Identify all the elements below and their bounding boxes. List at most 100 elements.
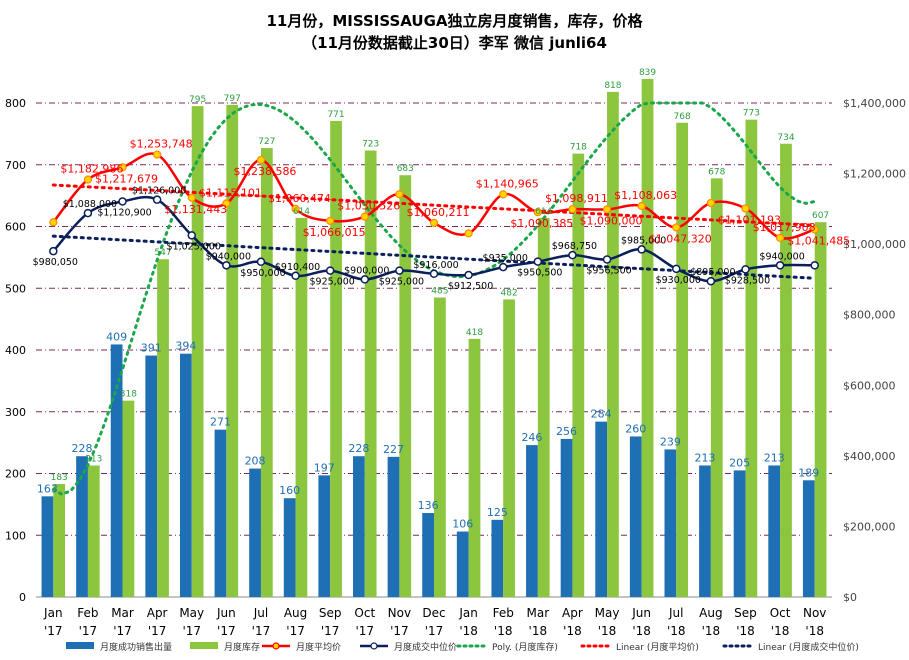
inventory-bar — [191, 106, 204, 598]
inventory-bar — [468, 338, 481, 597]
inventory-data-label: 797 — [224, 94, 241, 104]
sales-data-label: 163 — [37, 482, 58, 495]
median-price-data-label: $925,000 — [310, 277, 355, 288]
x-tick-label: '17 — [390, 624, 409, 638]
sales-bar — [699, 465, 711, 597]
sales-bar — [76, 456, 88, 597]
median-price-data-label: $950,500 — [517, 268, 562, 279]
sales-data-label: 239 — [660, 435, 681, 448]
avg-price-data-label: $1,017,908 — [753, 221, 816, 234]
avg-price-marker — [464, 229, 473, 238]
x-tick-label: Mar — [527, 606, 550, 620]
sales-data-label: 409 — [106, 330, 127, 343]
x-tick-label: Aug — [284, 606, 307, 620]
legend-item: 月度成交中位价 — [360, 641, 457, 653]
sales-data-label: 228 — [72, 442, 93, 455]
y-left-tick-label: 0 — [19, 591, 26, 604]
inventory-data-label: 482 — [501, 288, 518, 298]
x-tick-label: '18 — [736, 624, 755, 638]
legend-label: Linear (月度成交中位价) — [758, 641, 859, 653]
median-price-data-label: $912,500 — [448, 281, 493, 292]
y-left-tick-label: 700 — [5, 159, 26, 172]
x-tick-label: '18 — [667, 624, 686, 638]
avg-price-marker — [256, 155, 266, 165]
sales-data-label: 136 — [418, 499, 439, 512]
legend-item: 月度库存 — [190, 641, 260, 653]
legend-item: Poly. (月度库存) — [456, 641, 558, 653]
y-left-tick-label: 500 — [5, 282, 26, 295]
x-tick-label: Feb — [77, 606, 98, 620]
x-tick-label: May — [179, 606, 204, 620]
inventory-bar — [537, 217, 550, 598]
median-price-marker — [152, 195, 162, 204]
inventory-bar — [260, 148, 273, 597]
x-tick-label: Dec — [422, 606, 445, 620]
avg-price-data-label: $1,253,748 — [130, 138, 193, 151]
median-price-marker — [498, 262, 508, 272]
inventory-data-label: 718 — [570, 143, 587, 153]
avg-price-data-label: $1,060,474 — [268, 192, 331, 205]
inventory-data-label: 734 — [777, 133, 794, 143]
avg-price-data-label: $1,115,101 — [199, 187, 262, 200]
avg-price-marker — [153, 150, 162, 159]
inventory-bar — [399, 175, 412, 597]
sales-data-label: 256 — [556, 425, 577, 438]
sales-data-label: 160 — [279, 484, 300, 497]
x-tick-label: '17 — [425, 624, 444, 638]
x-tick-label: Sep — [319, 606, 342, 620]
sales-data-label: 208 — [245, 455, 266, 468]
avg-price-data-label: $1,131,443 — [164, 203, 227, 216]
avg-price-marker — [568, 205, 577, 214]
x-tick-label: Apr — [147, 606, 168, 620]
x-tick-label: Jan — [43, 606, 63, 620]
inventory-data-label: 183 — [51, 473, 68, 483]
median-price-data-label: $935,000 — [483, 253, 528, 264]
sales-data-label: 271 — [210, 416, 231, 429]
median-price-marker — [602, 255, 612, 264]
inventory-bar — [157, 259, 169, 597]
y-left-tick-label: 800 — [5, 97, 26, 110]
y-left-tick-label: 100 — [5, 529, 26, 542]
sales-data-label: 391 — [141, 342, 162, 355]
avg-price-marker — [326, 216, 335, 225]
median-price-marker — [291, 271, 300, 281]
avg-price-marker — [187, 193, 196, 202]
avg-price-marker — [360, 212, 369, 221]
sales-data-label: 213 — [694, 451, 715, 464]
sales-data-label: 246 — [521, 431, 542, 444]
legend-item: 月度成功销售出量 — [66, 641, 172, 653]
median-price-data-label: $940,000 — [206, 251, 251, 262]
median-price-marker — [637, 245, 646, 254]
inventory-data-label: 418 — [466, 328, 483, 338]
inventory-bar — [330, 120, 342, 597]
avg-price-marker — [222, 199, 231, 208]
avg-price-data-label: $1,060,211 — [407, 206, 470, 219]
x-tick-label: '18 — [702, 624, 721, 638]
median-price-data-label: $910,400 — [275, 262, 320, 273]
x-tick-label: Apr — [562, 606, 583, 620]
legend-item: Linear (月度成交中位价) — [722, 641, 859, 653]
inventory-data-label: 773 — [743, 109, 760, 119]
avg-price-data-label: $1,098,911 — [545, 192, 608, 205]
inventory-bar — [814, 222, 827, 598]
sales-bar — [456, 531, 469, 597]
median-price-linear-trendline — [51, 234, 817, 280]
avg-price-linear-trendline — [51, 183, 817, 227]
y-right-tick-label: $600,000 — [843, 379, 896, 392]
x-tick-label: '17 — [321, 624, 340, 638]
sales-bar — [214, 429, 227, 597]
median-price-data-label: $1,120,900 — [97, 207, 151, 218]
avg-price-marker — [602, 205, 612, 214]
median-price-data-label: $900,000 — [344, 265, 389, 276]
avg-price-marker — [810, 225, 819, 234]
sales-data-label: 227 — [383, 443, 404, 456]
inventory-bar — [745, 119, 758, 598]
chart-title: 11月份，MISSISSAUGA独立房月度销售，库存，价格 — [266, 12, 643, 30]
legend-marker — [272, 642, 280, 650]
median-price-data-label: $950,000 — [240, 268, 285, 279]
x-tick-label: '17 — [79, 624, 98, 638]
avg-price-data-label: $1,140,965 — [476, 177, 539, 190]
sales-bar — [41, 496, 54, 597]
inventory-bar — [780, 143, 792, 597]
